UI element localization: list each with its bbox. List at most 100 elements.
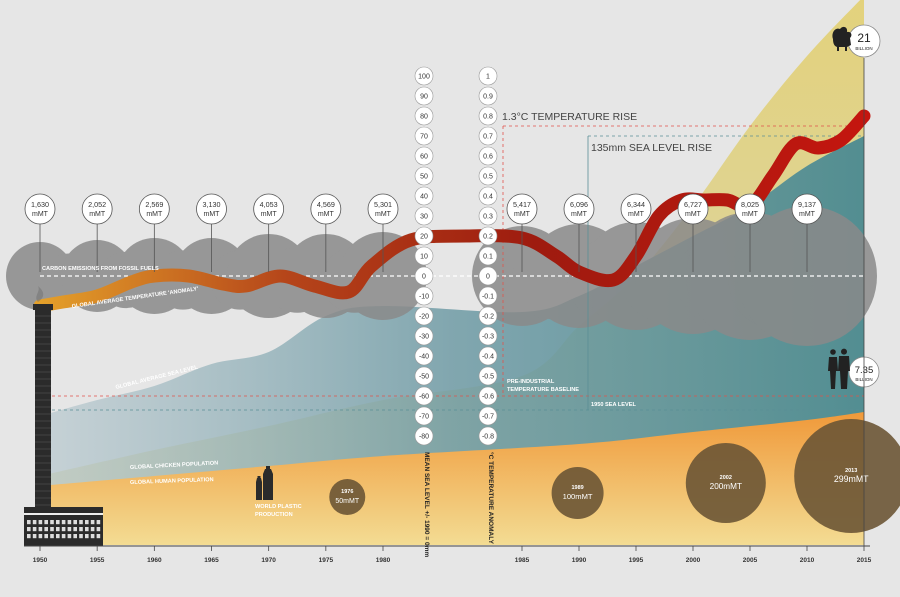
- sea-axis-tick-bg: [414, 406, 434, 426]
- carbon-value: 9,137: [798, 200, 816, 209]
- carbon-value: 1,630: [31, 200, 49, 209]
- carbon-marker: [310, 193, 342, 225]
- temp-axis-tick-bg: [478, 306, 498, 326]
- temp-axis-tick-bg: [478, 186, 498, 206]
- x-axis-tick-label: 2015: [857, 557, 872, 564]
- sea-axis-tick: 30: [420, 214, 428, 221]
- carbon-unit: mMT: [799, 211, 816, 218]
- plastic-bubble-2002: [685, 443, 766, 523]
- human-population-label: GLOBAL HUMAN POPULATION: [130, 477, 214, 486]
- plastic-bubble-1976: [329, 479, 366, 515]
- sea-axis-tick: -10: [419, 294, 429, 301]
- temp-axis-tick: -0.8: [482, 434, 494, 441]
- sea-axis-tick-bg: [414, 186, 434, 206]
- sea-axis-tick-bg: [414, 326, 434, 346]
- x-axis-tick-label: 1985: [515, 557, 530, 564]
- carbon-value: 2,052: [88, 200, 106, 209]
- temp-axis-tick-bg: [478, 426, 498, 446]
- carbon-value: 3,130: [203, 200, 221, 209]
- carbon-unit: mMT: [628, 211, 645, 218]
- x-axis-tick-label: 1955: [90, 557, 105, 564]
- factory-window: [73, 527, 77, 532]
- carbon-unit: mMT: [89, 211, 106, 218]
- carbon-unit: mMT: [204, 211, 221, 218]
- sea-axis-tick-bg: [414, 426, 434, 446]
- temp-axis-tick-bg: [478, 366, 498, 386]
- sea-axis-tick-bg: [414, 386, 434, 406]
- temp-axis-tick-bg: [478, 266, 498, 286]
- carbon-value: 5,301: [374, 200, 392, 209]
- temperature-rise-label: 1.3°C TEMPERATURE RISE: [502, 111, 637, 123]
- factory-window: [56, 520, 60, 525]
- factory-window: [90, 527, 95, 532]
- plastic-label-line1: WORLD PLASTIC: [255, 504, 302, 510]
- factory-window: [50, 527, 54, 532]
- plastic-value: 50mMT: [335, 498, 359, 505]
- sea-axis-tick-bg: [414, 86, 434, 106]
- bottle-cap: [257, 476, 261, 478]
- sea-axis-tick-bg: [414, 366, 434, 386]
- x-axis-tick-label: 1970: [261, 557, 276, 564]
- factory-window: [56, 527, 60, 532]
- plastic-year: 1976: [341, 489, 353, 495]
- sea-axis-tick-bg: [414, 206, 434, 226]
- chicken-total-unit: BILLION: [855, 46, 872, 51]
- factory-window: [32, 527, 37, 532]
- factory-window: [50, 520, 54, 525]
- factory-window: [61, 534, 66, 539]
- sea-axis-tick: -20: [419, 314, 429, 321]
- carbon-marker: [506, 193, 538, 225]
- plastic-label-line2: PRODUCTION: [255, 512, 293, 518]
- factory-window: [90, 534, 95, 539]
- temp-axis-tick: -0.4: [482, 354, 494, 361]
- sea-axis-tick: -60: [419, 394, 429, 401]
- factory-window: [61, 527, 66, 532]
- sea-axis-tick: 80: [420, 114, 428, 121]
- people-icon: [828, 348, 850, 389]
- carbon-value: 4,053: [260, 200, 278, 209]
- person-head: [841, 348, 847, 355]
- carbon-value: 2,569: [145, 200, 163, 209]
- carbon-unit: mMT: [318, 211, 335, 218]
- smoke-puff: [36, 286, 44, 302]
- factory-window: [61, 520, 66, 525]
- factory-building: [24, 507, 103, 546]
- carbon-marker: [563, 193, 595, 225]
- temp-axis-tick-bg: [478, 146, 498, 166]
- temp-axis-tick: 0.5: [483, 174, 493, 181]
- temp-axis-tick: 0: [486, 274, 490, 281]
- temp-axis-tick-bg: [478, 326, 498, 346]
- temp-axis-tick: 0.3: [483, 214, 493, 221]
- sea-axis-tick: -70: [419, 414, 429, 421]
- person-head: [830, 349, 836, 355]
- plastic-value: 100mMT: [563, 492, 593, 501]
- carbon-unit: mMT: [261, 211, 278, 218]
- sea-axis-tick-bg: [414, 66, 434, 86]
- sea-axis-tick: 100: [418, 74, 430, 81]
- factory-window: [67, 527, 72, 532]
- bottle-cap: [266, 466, 270, 469]
- factory-window: [79, 520, 83, 525]
- sea-axis-tick: 50: [420, 174, 428, 181]
- bottle-small: [256, 478, 262, 500]
- factory-window: [96, 527, 101, 532]
- carbon-unit: mMT: [685, 211, 702, 218]
- temp-axis-tick: -0.3: [482, 334, 494, 341]
- carbon-marker: [24, 193, 56, 225]
- factory-window: [32, 520, 37, 525]
- sea-axis-tick: 10: [420, 254, 428, 261]
- sea-axis-tick-bg: [414, 266, 434, 286]
- factory-window: [27, 534, 31, 539]
- temp-axis-tick-bg: [478, 86, 498, 106]
- factory-window: [85, 527, 89, 532]
- factory-window: [50, 534, 54, 539]
- sea-axis-tick-bg: [414, 286, 434, 306]
- factory-window: [38, 534, 43, 539]
- temp-axis-tick: 0.1: [483, 254, 493, 261]
- carbon-value: 4,569: [317, 200, 335, 209]
- sea-axis-tick: 60: [420, 154, 428, 161]
- factory-window: [90, 520, 95, 525]
- temp-axis-tick-bg: [478, 226, 498, 246]
- carbon-emissions-label: CARBON EMISSIONS FROM FOSSIL FUELS: [42, 266, 159, 272]
